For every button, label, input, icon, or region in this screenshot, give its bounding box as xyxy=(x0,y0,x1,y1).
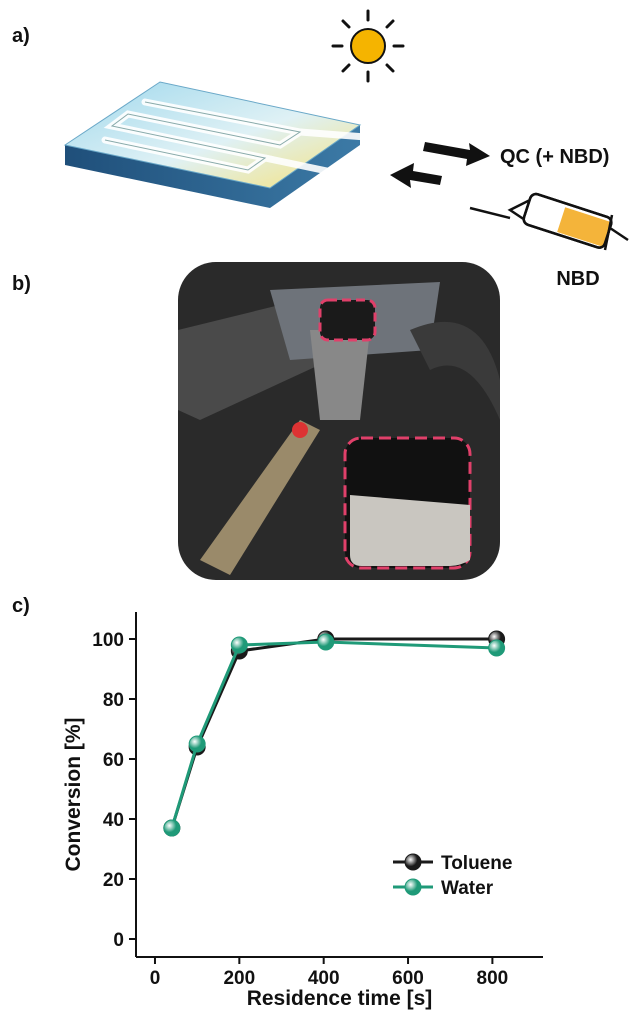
y-tick-label: 20 xyxy=(103,870,124,891)
plot: 0 20 40 60 80 100 0 200 400 600 800 Residence time … xyxy=(62,612,543,1010)
y-tick-label: 100 xyxy=(92,630,124,651)
output-label: QC (+ NBD) xyxy=(500,146,609,168)
y-tick-label: 40 xyxy=(103,810,124,831)
syringe xyxy=(469,192,629,251)
data-point xyxy=(163,819,181,837)
input-label: NBD xyxy=(556,268,599,290)
panel-label: c) xyxy=(12,595,30,617)
legend-marker xyxy=(404,878,422,896)
y-tick-label: 60 xyxy=(103,750,124,771)
series-line xyxy=(170,637,497,829)
x-tick-label: 0 xyxy=(150,968,161,989)
series-line xyxy=(170,640,497,829)
x-tick-label: 200 xyxy=(223,968,255,989)
legend-marker xyxy=(404,853,422,871)
data-point xyxy=(488,639,506,657)
legend-label: Toluene xyxy=(441,853,512,874)
y-tick-label: 0 xyxy=(113,930,124,951)
x-axis-title: Residence time [s] xyxy=(247,987,433,1010)
flow-reactor xyxy=(63,81,409,208)
data-point xyxy=(188,735,206,753)
legend-label: Water xyxy=(441,878,494,899)
x-tick-label: 400 xyxy=(308,968,340,989)
data-point xyxy=(317,633,335,651)
x-tick-label: 600 xyxy=(392,968,424,989)
arrows xyxy=(390,142,490,188)
panel-label: a) xyxy=(12,25,30,47)
x-tick-label: 800 xyxy=(477,968,509,989)
sun xyxy=(331,9,405,83)
y-tick-label: 80 xyxy=(103,690,124,711)
panel-label: b) xyxy=(12,273,31,295)
y-axis-title: Conversion [%] xyxy=(62,717,85,871)
photo xyxy=(178,262,500,580)
data-point xyxy=(230,636,248,654)
